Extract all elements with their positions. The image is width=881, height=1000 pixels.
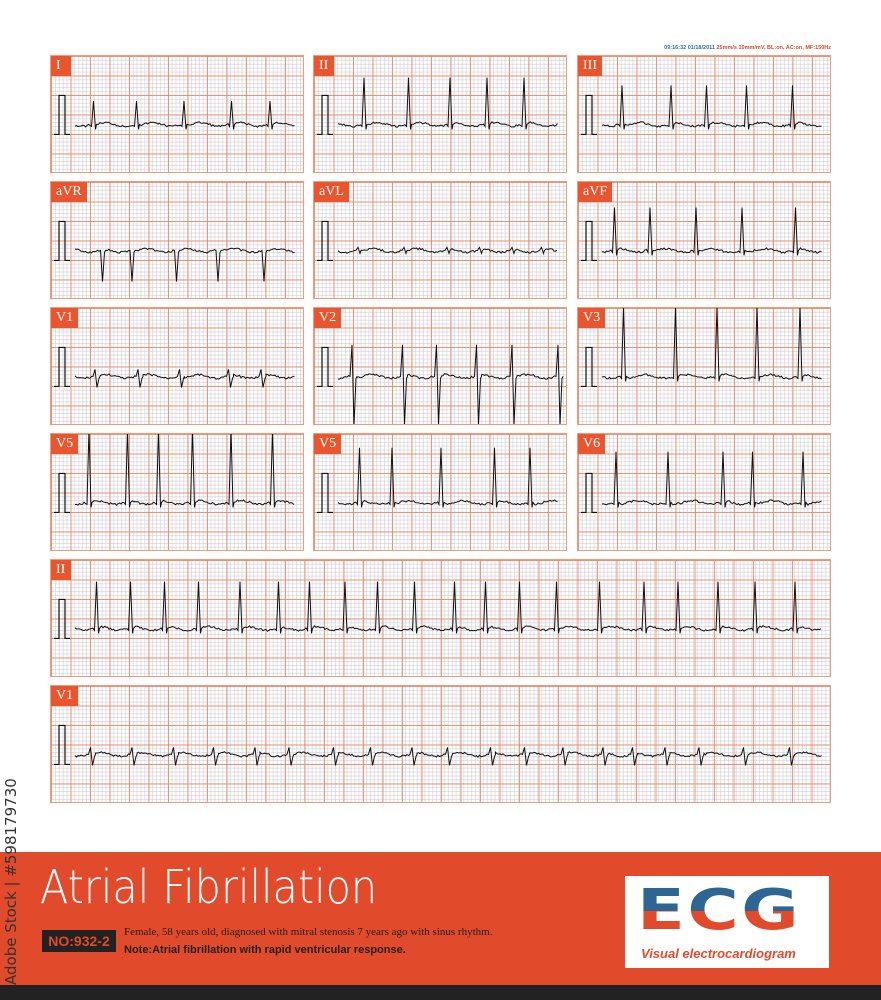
calibration-pulse <box>581 472 597 514</box>
ecg-waveform <box>601 85 822 130</box>
lead-panel-i: I <box>50 55 304 173</box>
calibration-pulse <box>54 220 70 262</box>
lead-label: V1 <box>51 686 79 706</box>
ecg-trace <box>317 220 558 262</box>
ecg-waveform <box>602 207 822 256</box>
lead-label: V6 <box>578 434 606 454</box>
lead-label: II <box>314 56 334 76</box>
ecg-trace <box>317 77 558 136</box>
lead-label: aVL <box>314 182 349 202</box>
lead-label: V5 <box>314 434 342 454</box>
lead-label: aVF <box>578 182 613 202</box>
ecg-trace <box>581 308 822 388</box>
lead-panel-avf: aVF <box>577 181 831 299</box>
lead-label: I <box>51 56 71 76</box>
calibration-pulse <box>581 94 597 136</box>
calibration-pulse <box>54 346 70 388</box>
ecg-trace <box>54 434 295 514</box>
lead-panel-avl: aVL <box>313 181 567 299</box>
ecg-waveform <box>74 581 822 634</box>
recording-header: 09:16:32 01/18/2011 25mm/s 10mm/mV, BL:o… <box>664 45 831 52</box>
lead-panel-v6: V6 <box>577 433 831 551</box>
lead-label: II <box>51 560 71 580</box>
lead-panel-v1: V1 <box>50 307 304 425</box>
timestamp: 09:16:32 01/18/2011 <box>664 45 715 51</box>
calibration-pulse <box>54 724 70 766</box>
calibration-pulse <box>54 598 70 640</box>
stock-watermark: Adobe Stock | #598179730 <box>2 765 22 985</box>
ecg-trace <box>317 344 564 424</box>
lead-panel-v1: V1 <box>50 685 831 803</box>
ecg-logo: ECG Visual electrocardiogram <box>625 876 829 968</box>
watermark-text: Adobe Stock | #598179730 <box>2 778 20 985</box>
lead-label: V2 <box>314 308 342 328</box>
lead-panel-v3: V3 <box>577 307 831 425</box>
ecg-trace <box>54 94 295 136</box>
footer-bar <box>0 985 881 1000</box>
ecg-waveform <box>337 447 558 508</box>
logo-text: ECG <box>637 882 862 940</box>
lead-panel-ii: II <box>50 559 831 677</box>
recording-settings: 25mm/s 10mm/mV, BL:on, AC:on, MF:150Hz <box>716 45 831 51</box>
ecg-trace <box>54 220 295 282</box>
ecg-waveform <box>74 100 295 130</box>
calibration-pulse <box>317 472 333 514</box>
calibration-pulse <box>54 94 70 136</box>
calibration-pulse <box>581 346 597 388</box>
ecg-waveform <box>74 747 822 766</box>
ecg-trace <box>317 447 558 514</box>
lead-label: III <box>578 56 602 76</box>
ecg-waveform <box>601 308 822 382</box>
calibration-pulse <box>54 472 70 514</box>
diagnosis-title: Atrial Fibrillation <box>40 860 378 914</box>
case-number: NO:932-2 <box>42 930 116 952</box>
ecg-trace <box>54 346 295 388</box>
ecg-waveform <box>338 344 564 424</box>
lead-panel-iii: III <box>577 55 831 173</box>
calibration-pulse <box>317 94 333 136</box>
ecg-waveform <box>74 434 295 508</box>
ecg-waveform <box>601 451 822 508</box>
calibration-pulse <box>317 220 333 262</box>
case-note: Note:Atrial fibrillation with rapid vent… <box>124 944 406 956</box>
lead-panel-v5: V5 <box>313 433 567 551</box>
logo-subtitle: Visual electrocardiogram <box>641 946 796 961</box>
lead-label: V5 <box>51 434 79 454</box>
calibration-pulse <box>317 346 333 388</box>
lead-label: V3 <box>578 308 606 328</box>
ecg-trace <box>54 724 822 766</box>
ecg-waveform <box>74 369 295 388</box>
case-description: Female, 58 years old, diagnosed with mit… <box>124 926 493 938</box>
lead-panel-v5: V5 <box>50 433 304 551</box>
ecg-waveform <box>337 77 558 130</box>
calibration-pulse <box>581 220 597 262</box>
ecg-trace <box>581 207 822 262</box>
lead-label: V1 <box>51 308 79 328</box>
ecg-trace <box>581 85 822 136</box>
lead-panel-v2: V2 <box>313 307 567 425</box>
ecg-trace <box>581 451 822 514</box>
ecg-waveform <box>337 246 558 255</box>
lead-panel-ii: II <box>313 55 567 173</box>
ecg-trace <box>54 581 822 640</box>
ecg-waveform <box>74 247 295 282</box>
lead-label: aVR <box>51 182 87 202</box>
lead-panel-avr: aVR <box>50 181 304 299</box>
